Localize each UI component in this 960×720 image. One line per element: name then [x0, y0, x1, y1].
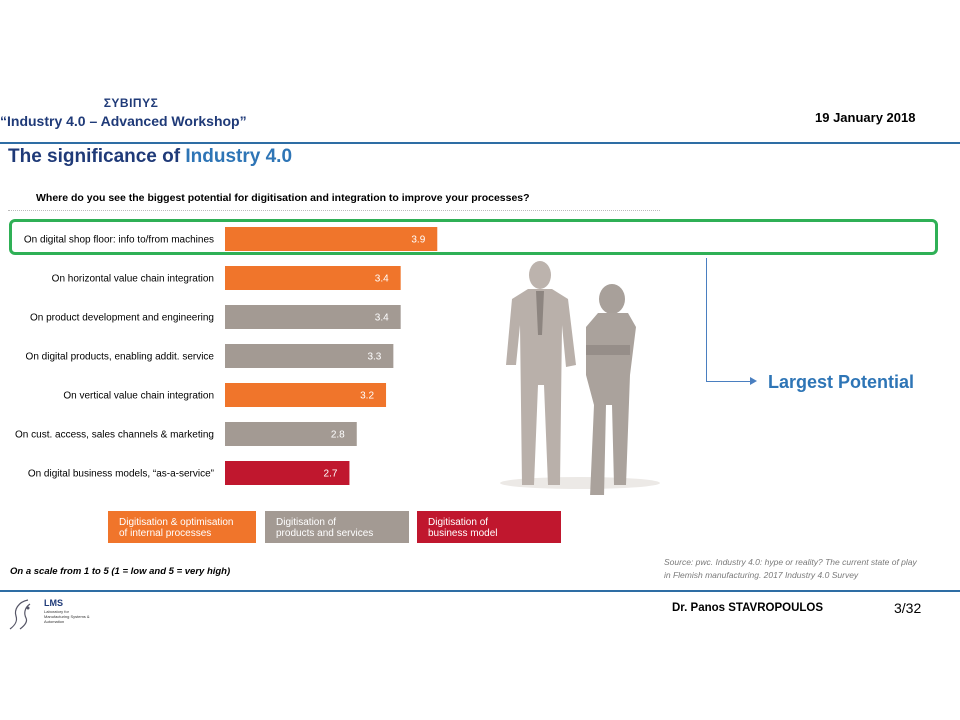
callout-arrow-icon	[750, 377, 757, 385]
category-label: On digital business models, “as-a-servic…	[28, 469, 214, 480]
bar	[225, 383, 387, 407]
lms-logo-icon	[9, 599, 31, 630]
bar	[225, 305, 401, 329]
bar-value-label: 3.2	[360, 391, 374, 402]
highlight-box	[9, 219, 938, 255]
legend-label-line: of internal processes	[119, 528, 212, 539]
category-label: On horizontal value chain integration	[52, 274, 214, 285]
bar-value-label: 2.7	[324, 469, 338, 480]
bar	[225, 344, 394, 368]
slide-title: The significance of Industry 4.0	[8, 146, 292, 168]
bar	[225, 461, 350, 485]
legend-item-products-services: Digitisation of products and services	[265, 511, 409, 543]
chart-title-divider	[8, 210, 660, 211]
bar	[225, 227, 438, 251]
header-divider	[0, 142, 960, 144]
bar-value-label: 2.8	[331, 430, 345, 441]
legend-label-line: business model	[428, 528, 498, 539]
bar-chart: On digital shop floor: info to/from mach…	[15, 227, 660, 495]
legend-label-line: products and services	[276, 528, 374, 539]
lms-logo-subtitle: Laboratory for Manufacturing Systems & A…	[44, 609, 90, 624]
business-people-silhouette-image	[500, 261, 660, 495]
category-label: On cust. access, sales channels & market…	[15, 430, 214, 441]
legend-label-line: Digitisation of	[428, 517, 489, 528]
bar-value-label: 3.9	[411, 235, 425, 246]
lms-logo-text: LMS	[44, 598, 63, 608]
category-label: On vertical value chain integration	[63, 391, 214, 402]
category-label: On digital shop floor: info to/from mach…	[24, 235, 214, 246]
callout-connector-line	[706, 258, 707, 382]
legend-label-line: Digitisation & optimisation	[119, 517, 234, 528]
slide-title-part2: Industry 4.0	[185, 146, 293, 167]
callout-largest-potential: Largest Potential	[768, 372, 915, 392]
slide-title-part1: The significance of	[8, 146, 186, 167]
category-label: On digital products, enabling addit. ser…	[26, 352, 215, 363]
bar-value-label: 3.3	[367, 352, 381, 363]
header-date: 19 January 2018	[815, 110, 916, 125]
source-citation: Source: pwc. Industry 4.0: hype or reali…	[664, 556, 954, 582]
presenter-name: Dr. Panos STAVROPOULOS	[672, 602, 824, 614]
bar	[225, 422, 357, 446]
bar	[225, 266, 401, 290]
header-organization: ΣΥΒΙΠΥΣ	[103, 96, 159, 110]
legend-item-internal-processes: Digitisation & optimisation of internal …	[108, 511, 256, 543]
category-label: On product development and engineering	[30, 313, 214, 324]
chart-title: Where do you see the biggest potential f…	[36, 192, 530, 204]
footer-divider	[0, 590, 960, 592]
bar-value-label: 3.4	[375, 313, 389, 324]
source-line: Source: pwc. Industry 4.0: hype or reali…	[664, 557, 917, 567]
page-number: 3/32	[894, 600, 922, 616]
source-line: in Flemish manufacturing. 2017 Industry …	[664, 570, 859, 580]
header-workshop-title: “Industry 4.0 – Advanced Workshop”	[0, 113, 247, 129]
callout-connector-line-horizontal	[706, 381, 754, 382]
legend-item-business-model: Digitisation of business model	[417, 511, 561, 543]
legend-label-line: Digitisation of	[276, 517, 337, 528]
bar-value-label: 3.4	[375, 274, 389, 285]
chart-scale-note: On a scale from 1 to 5 (1 = low and 5 = …	[10, 566, 231, 577]
